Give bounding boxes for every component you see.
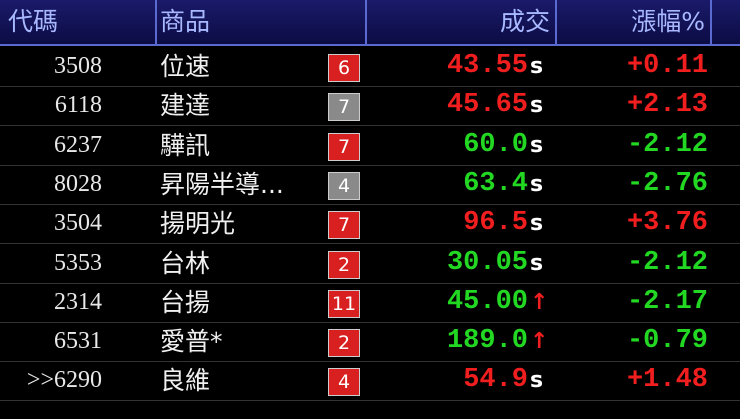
change: +0.11: [626, 51, 708, 81]
change: +3.76: [626, 208, 708, 239]
badge: 2: [328, 250, 360, 279]
stock-code: 8028: [54, 170, 102, 197]
price: 30.05: [446, 247, 528, 278]
stock-name: 愛普*: [160, 327, 223, 357]
stock-code: 6118: [54, 92, 102, 119]
price-suffix: ↑: [530, 329, 549, 355]
price: 96.5: [463, 208, 528, 239]
stock-name: 良維: [160, 366, 211, 396]
price: 63.4: [463, 168, 528, 199]
change: -0.79: [626, 326, 708, 357]
price-suffix: s: [530, 93, 544, 119]
price: 189.0: [446, 326, 528, 357]
badge: 7: [328, 93, 360, 122]
price: 43.55: [446, 51, 528, 81]
change: +1.48: [626, 365, 708, 396]
stock-code: 6531: [54, 328, 102, 355]
price-suffix: s: [530, 250, 544, 276]
change: -2.12: [626, 247, 708, 278]
change: -2.12: [626, 129, 708, 160]
quote-row[interactable]: 3504 揚明光 7 96.5 s +3.76: [0, 204, 740, 245]
stock-name: 台林: [160, 248, 211, 278]
stock-code: 6237: [54, 131, 102, 158]
stock-code: 2314: [54, 288, 102, 315]
badge: 7: [328, 132, 360, 161]
quote-row[interactable]: >>6290 良維 4 54.9 s +1.48: [0, 361, 740, 402]
quote-row[interactable]: 6531 愛普* 2 189.0 ↑ -0.79: [0, 322, 740, 363]
column-separator: [555, 0, 557, 44]
change: +2.13: [626, 90, 708, 121]
stock-name: 昇陽半導...: [160, 169, 284, 199]
price: 60.0: [463, 129, 528, 160]
price: 54.9: [463, 365, 528, 396]
quote-row[interactable]: 2314 台揚 11 45.00 ↑ -2.17: [0, 283, 740, 323]
price-suffix: s: [530, 132, 544, 158]
stock-code: 3504: [54, 210, 102, 237]
price: 45.65: [446, 90, 528, 121]
price-suffix: ↑: [530, 289, 549, 315]
quote-row[interactable]: 3508 位速 6 43.55 s +0.11: [0, 47, 740, 87]
price-suffix: s: [530, 54, 544, 79]
quote-row[interactable]: 5353 台林 2 30.05 s -2.12: [0, 244, 740, 284]
price-suffix: s: [530, 368, 544, 394]
header-name[interactable]: 商品: [160, 7, 211, 36]
badge: 4: [328, 171, 360, 200]
badge: 2: [328, 329, 360, 358]
stock-name: 台揚: [160, 287, 211, 317]
badge: 4: [328, 368, 360, 397]
price: 45.00: [446, 286, 528, 317]
stock-name: 位速: [160, 52, 211, 81]
quote-row[interactable]: 8028 昇陽半導... 4 63.4 s -2.76: [0, 165, 740, 205]
table-header: 代碼 商品 成交 漲幅%: [0, 0, 740, 46]
header-price[interactable]: 成交: [499, 7, 550, 36]
badge: 7: [328, 211, 360, 240]
badge: 6: [328, 54, 360, 82]
price-suffix: s: [530, 211, 544, 237]
column-separator: [365, 0, 367, 44]
stock-code: 3508: [54, 53, 102, 79]
stock-name: 建達: [160, 91, 211, 121]
header-change[interactable]: 漲幅%: [631, 7, 705, 36]
badge: 11: [328, 289, 360, 318]
column-separator: [155, 0, 157, 44]
change: -2.17: [626, 286, 708, 317]
stock-code: >>6290: [26, 367, 102, 394]
stock-name: 揚明光: [160, 209, 236, 239]
stock-code: 5353: [54, 249, 102, 276]
stock-name: 驊訊: [160, 130, 211, 160]
change: -2.76: [626, 168, 708, 199]
price-suffix: s: [530, 171, 544, 197]
column-separator: [710, 0, 712, 44]
header-code[interactable]: 代碼: [8, 7, 59, 36]
quote-row[interactable]: 6237 驊訊 7 60.0 s -2.12: [0, 126, 740, 166]
quote-row[interactable]: 6118 建達 7 45.65 s +2.13: [0, 86, 740, 127]
